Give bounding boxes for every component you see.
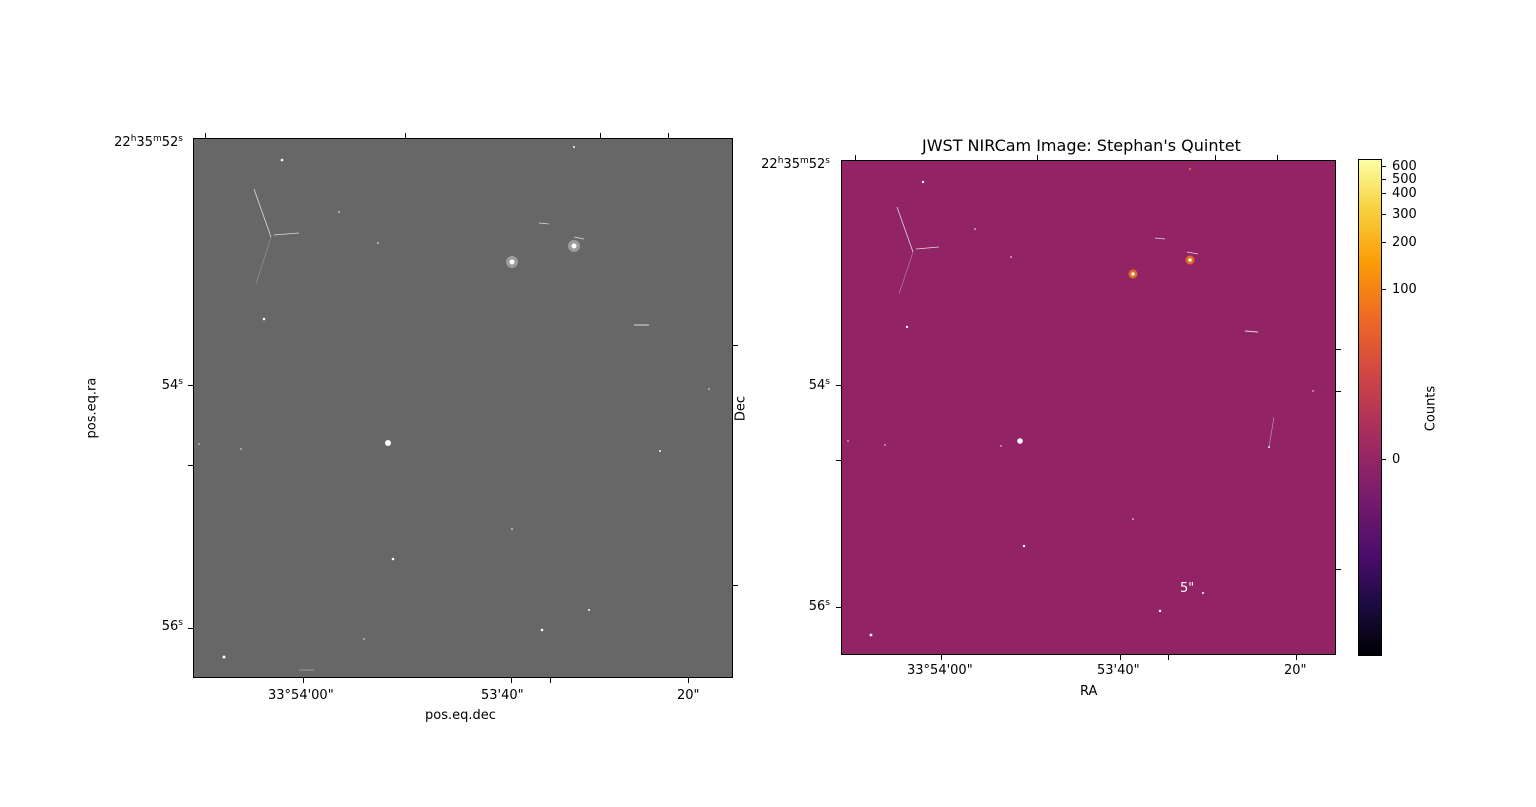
colorbar-tick-100: 100: [1392, 282, 1417, 297]
left-x-tick-2: 53'40": [481, 688, 524, 703]
colorbar: [1358, 159, 1382, 656]
left-x-tick-3: 20": [677, 688, 700, 703]
scale-bar-label: 5": [1180, 581, 1195, 596]
colorbar-tick-300: 300: [1392, 207, 1417, 222]
left-image-panel: [193, 138, 733, 678]
right-x-axis-label: RA: [1080, 684, 1098, 699]
right-y-tick-3: 56s: [808, 598, 830, 614]
colorbar-tick-500: 500: [1392, 172, 1417, 187]
left-star-field: [198, 146, 710, 671]
figure-title: JWST NIRCam Image: Stephan's Quintet: [922, 136, 1241, 155]
right-y-tick-2: 54s: [808, 377, 830, 393]
right-y-tick-1: 22h35m52s: [761, 156, 830, 172]
right-y-axis-label: Dec: [733, 395, 749, 422]
colorbar-tick-200: 200: [1392, 235, 1417, 250]
left-x-axis-label: pos.eq.dec: [425, 708, 496, 723]
right-star-field: [847, 168, 1314, 637]
right-image-panel: 5": [841, 160, 1336, 655]
left-y-tick-2: 54s: [161, 377, 183, 393]
right-x-tick-1: 33°54'00": [907, 663, 973, 678]
left-x-tick-1: 33°54'00": [268, 688, 334, 703]
left-y-tick-1: 22h35m52s: [114, 134, 183, 150]
colorbar-label: Counts: [1423, 385, 1439, 432]
right-x-tick-2: 53'40": [1097, 663, 1140, 678]
left-y-tick-3: 56s: [161, 618, 183, 634]
colorbar-tick-400: 400: [1392, 186, 1417, 201]
right-x-tick-3: 20": [1284, 663, 1307, 678]
colorbar-tick-0: 0: [1392, 452, 1401, 467]
left-y-axis-label: pos.eq.ra: [84, 377, 100, 439]
colorbar-tick-600: 600: [1392, 159, 1417, 174]
